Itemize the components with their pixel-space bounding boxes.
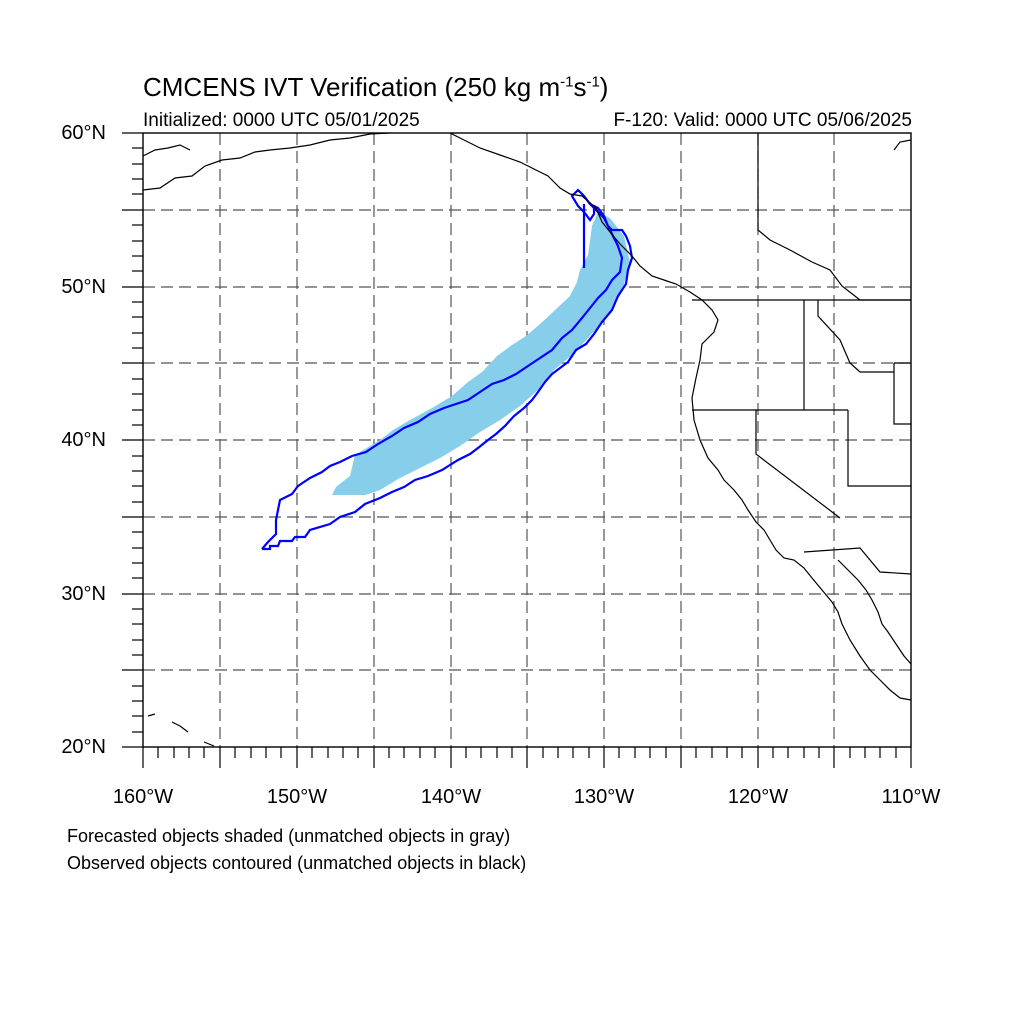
- lat-label-40n: 40°N: [61, 429, 106, 451]
- lon-label-130w: 130°W: [573, 786, 635, 808]
- observed-note: Observed objects contoured (unmatched ob…: [67, 853, 527, 873]
- forecast-note: Forecasted objects shaded (unmatched obj…: [67, 826, 511, 846]
- observed-ivt-contour: [261, 188, 634, 551]
- lon-ticks: [142, 747, 912, 768]
- lat-label-60n: 60°N: [61, 122, 106, 144]
- lat-label-20n: 20°N: [61, 736, 106, 758]
- lat-ticks: [122, 132, 143, 748]
- map-title: CMCENS IVT Verification (250 kg m-1s-1): [143, 72, 609, 102]
- lon-label-140w: 140°W: [420, 786, 482, 808]
- forecast-ivt-object: [332, 212, 630, 495]
- lat-label-50n: 50°N: [61, 276, 106, 298]
- gridlines: [143, 133, 911, 747]
- forecast-valid-time: F-120: Valid: 0000 UTC 05/06/2025: [613, 110, 912, 131]
- coastlines: [143, 133, 911, 747]
- lon-label-120w: 120°W: [727, 786, 789, 808]
- lon-label-110w: 110°W: [881, 786, 941, 808]
- lat-label-30n: 30°N: [61, 583, 106, 605]
- lon-label-160w: 160°W: [112, 786, 174, 808]
- lon-label-150w: 150°W: [266, 786, 328, 808]
- initialized-time: Initialized: 0000 UTC 05/01/2025: [143, 110, 420, 131]
